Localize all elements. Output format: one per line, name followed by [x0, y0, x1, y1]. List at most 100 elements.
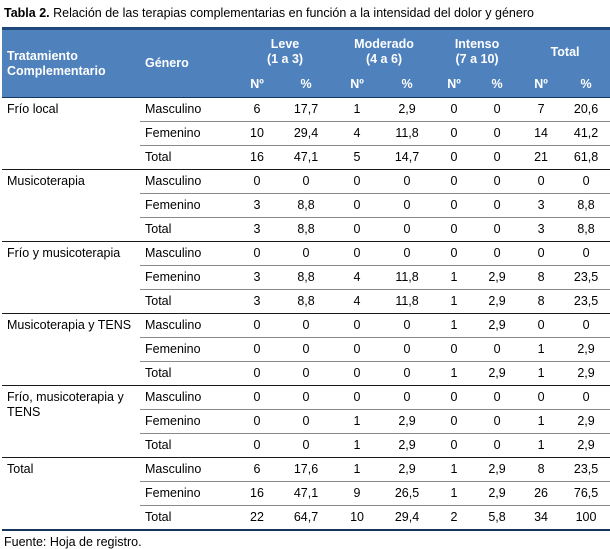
- value-cell: 0: [380, 169, 435, 194]
- value-cell: 0: [474, 433, 521, 458]
- value-cell: 11,8: [380, 289, 435, 314]
- value-cell: 4: [334, 121, 381, 146]
- value-cell: 0: [278, 313, 335, 338]
- table-row: Femenino 0 0 1 2,9 0 0 1 2,9: [2, 409, 610, 434]
- subheader-n: Nº: [334, 74, 381, 98]
- value-cell: 0: [380, 217, 435, 242]
- genero-cell: Femenino: [140, 265, 236, 290]
- value-cell: 0: [236, 361, 278, 386]
- value-cell: 0: [493, 102, 501, 116]
- value-cell: 2,9: [474, 289, 521, 314]
- value-cell: 8: [520, 289, 563, 314]
- value-cell: 0: [334, 193, 381, 218]
- genero-cell: Femenino: [140, 121, 236, 146]
- value-cell: 64,7: [278, 505, 335, 530]
- page-title: Tabla 2. Relación de las terapias comple…: [4, 5, 607, 21]
- value-cell: 0: [434, 433, 475, 458]
- value-cell: 26,5: [380, 481, 435, 506]
- value-cell: 2,9: [380, 433, 435, 458]
- value-cell: 10: [334, 505, 381, 530]
- value-cell: 7: [537, 102, 545, 116]
- value-cell: 1: [520, 433, 563, 458]
- value-cell: 0: [236, 409, 278, 434]
- value-cell: 2,9: [474, 361, 521, 386]
- value-cell: 8,8: [278, 217, 335, 242]
- value-cell: 4: [334, 289, 381, 314]
- value-cell: 2,9: [562, 409, 610, 434]
- value-cell: 0: [380, 193, 435, 218]
- value-cell: 0: [474, 193, 521, 218]
- value-cell: 0: [520, 169, 563, 194]
- value-cell: 0: [562, 169, 610, 194]
- table-body: Frío local Masculino 6 17,7 1 2,9 0 0 7 20,6 Femen…: [2, 98, 610, 530]
- value-cell: 0: [278, 361, 335, 386]
- value-cell: 2,9: [474, 481, 521, 506]
- value-cell: 0: [434, 217, 475, 242]
- value-cell: 3: [520, 217, 563, 242]
- value-cell: 3: [236, 193, 278, 218]
- value-cell: 2,9: [474, 265, 521, 290]
- value-cell: 2,9: [380, 457, 435, 482]
- group-label: Leve: [270, 37, 300, 51]
- value-cell: 0: [278, 409, 335, 434]
- table-row: Total 0 0 0 0 1 2,9 1 2,9: [2, 361, 610, 386]
- col-header-tratamiento: Tratamiento Complementario: [2, 28, 140, 98]
- table-row: Total 3 8,8 4 11,8 1 2,9 8 23,5: [2, 289, 610, 314]
- subheader-row: Nº % Nº % Nº % Nº %: [2, 74, 610, 98]
- col-header-genero: Género: [140, 28, 236, 98]
- value-cell: 0: [236, 385, 278, 410]
- value-cell: 0: [520, 385, 563, 410]
- group-range: (4 a 6): [365, 52, 403, 66]
- value-cell: 2,9: [562, 433, 610, 458]
- treatment-cell: Frío local: [7, 102, 59, 116]
- value-cell: 0: [474, 337, 521, 362]
- group-label: Total: [550, 44, 580, 59]
- value-cell: 17,7: [293, 102, 319, 116]
- table-row: Total Masculino 6 17,6 1 2,9 1 2,9 8 23,5: [2, 457, 610, 530]
- value-cell: 3: [236, 289, 278, 314]
- value-cell: 0: [562, 313, 610, 338]
- value-cell: 29,4: [278, 121, 335, 146]
- value-cell: 1: [434, 313, 475, 338]
- value-cell: 8,8: [278, 289, 335, 314]
- value-cell: 29,4: [380, 505, 435, 530]
- value-cell: 20,6: [573, 102, 599, 116]
- treatment-cell: Frío y musicoterapia: [2, 241, 140, 314]
- value-cell: 0: [434, 409, 475, 434]
- col-header-total: Total: [520, 28, 610, 74]
- value-cell: 0: [278, 385, 335, 410]
- value-cell: 1: [434, 481, 475, 506]
- value-cell: 0: [434, 193, 475, 218]
- table-row: Musicoterapia y TENS Masculino 0 0 0 0 1 2,9 0 0: [2, 313, 610, 386]
- table-row: Femenino 16 47,1 9 26,5 1 2,9 26 76,5: [2, 481, 610, 506]
- value-cell: 0: [520, 313, 563, 338]
- value-cell: 9: [334, 481, 381, 506]
- table-row: Frío local Masculino 6 17,7 1 2,9 0 0 7 20,6: [2, 98, 610, 122]
- subheader-n: Nº: [520, 74, 563, 98]
- value-cell: 1: [353, 102, 361, 116]
- value-cell: 41,2: [562, 121, 610, 146]
- value-cell: 0: [278, 169, 335, 194]
- value-cell: 0: [520, 241, 563, 266]
- value-cell: 2: [434, 505, 475, 530]
- value-cell: 0: [334, 241, 381, 266]
- group-header-row: Tratamiento Complementario Género Leve (…: [2, 28, 610, 98]
- col-header-moderado: Moderado (4 a 6): [334, 28, 435, 74]
- value-cell: 0: [434, 385, 475, 410]
- value-cell: 47,1: [278, 145, 335, 170]
- value-cell: 0: [380, 385, 435, 410]
- value-cell: 8: [520, 457, 563, 482]
- value-cell: 6: [236, 457, 278, 482]
- genero-cell: Masculino: [140, 313, 236, 338]
- value-cell: 100: [562, 505, 610, 530]
- value-cell: 61,8: [562, 145, 610, 170]
- table-title-text: Relación de las terapias complementarias…: [49, 6, 534, 20]
- table-row: Total 16 47,1 5 14,7 0 0 21 61,8: [2, 145, 610, 170]
- genero-cell: Masculino: [140, 457, 236, 482]
- subheader-pct: %: [474, 74, 521, 98]
- value-cell: 0: [236, 337, 278, 362]
- value-cell: 0: [562, 385, 610, 410]
- subheader-n: Nº: [434, 74, 475, 98]
- treatment-cell: Frío, musicoterapia y TENS: [2, 385, 140, 458]
- value-cell: 0: [278, 433, 335, 458]
